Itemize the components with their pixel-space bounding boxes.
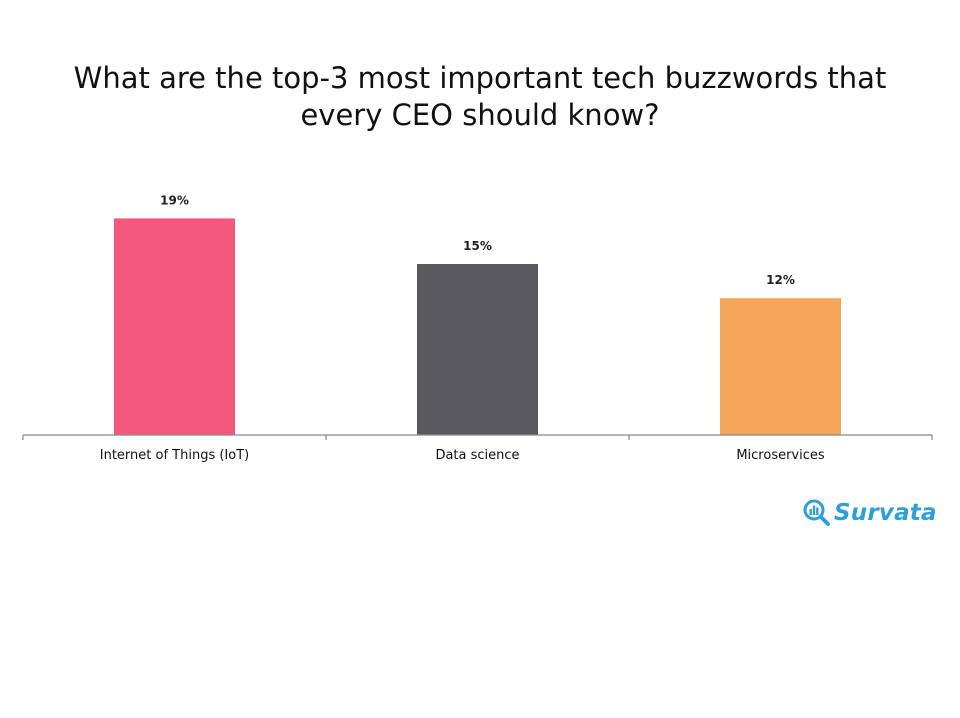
survata-logo: Survata bbox=[803, 496, 937, 530]
data-label-2: 15% bbox=[463, 239, 492, 253]
x-axis bbox=[22, 434, 933, 440]
bars-group bbox=[114, 218, 841, 435]
bar-3 bbox=[720, 298, 841, 435]
labels-group: 19% Internet of Things (IoT) 15% Data scien… bbox=[100, 193, 825, 463]
brand-name: Survata bbox=[834, 500, 937, 526]
magnifier-bars-icon bbox=[803, 499, 830, 526]
bar-2 bbox=[417, 264, 538, 435]
x-tick-label-1: Internet of Things (IoT) bbox=[100, 448, 249, 463]
chart-title: What are the top-3 most important tech b… bbox=[73, 61, 887, 132]
data-label-3: 12% bbox=[766, 273, 795, 287]
data-label-1: 19% bbox=[160, 193, 189, 207]
x-tick-label-2: Data science bbox=[435, 448, 519, 463]
bar-1 bbox=[114, 218, 235, 435]
x-tick-label-3: Microservices bbox=[736, 448, 825, 463]
